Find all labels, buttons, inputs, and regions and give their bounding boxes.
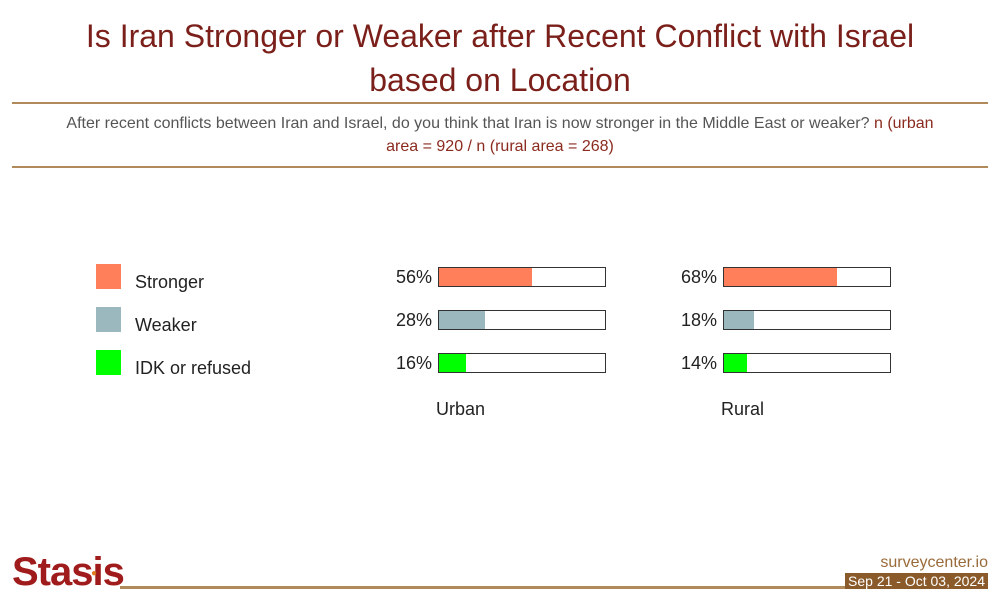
group-label: Rural xyxy=(721,399,765,419)
sample-size: n (urban area = 920 / n (rural area = 26… xyxy=(386,115,934,155)
legend-swatch xyxy=(96,307,121,332)
value-label: 16% xyxy=(395,353,432,373)
legend-label: IDK or refused xyxy=(135,358,252,378)
chart-title: Is Iran Stronger or Weaker after Recent … xyxy=(85,18,915,98)
bar-row: 14% xyxy=(655,353,895,373)
bar-row: 16% xyxy=(370,353,610,373)
subtitle-divider xyxy=(12,166,988,168)
bar-row: 56% xyxy=(370,267,610,287)
bar-row: 68% xyxy=(655,267,895,287)
bar xyxy=(439,354,466,372)
bar xyxy=(439,268,532,286)
value-label: 68% xyxy=(680,267,717,287)
bar-track xyxy=(438,353,606,373)
stasis-logo: Stasis ● xyxy=(12,550,125,594)
bar-track xyxy=(438,267,606,287)
legend-label: Stronger xyxy=(135,272,205,292)
legend-label: Weaker xyxy=(135,315,197,335)
value-label: 14% xyxy=(680,353,717,373)
legend-swatch xyxy=(96,264,121,289)
bar-track xyxy=(723,310,891,330)
logo-dot-icon: ● xyxy=(91,568,97,579)
value-label: 28% xyxy=(395,310,432,330)
footer-divider xyxy=(120,586,988,589)
legend-swatch xyxy=(96,350,121,375)
question: After recent conflicts between Iran and … xyxy=(66,115,870,132)
value-label: 18% xyxy=(680,310,717,330)
bar-row: 18% xyxy=(655,310,895,330)
bar-group-rural: 68% 18% 14% Rural xyxy=(655,267,895,427)
bar-group-urban: 56% 28% 16% Urban xyxy=(370,267,610,427)
bar-row: 28% xyxy=(370,310,610,330)
bar-track xyxy=(723,353,891,373)
bar xyxy=(724,268,837,286)
bar-track xyxy=(723,267,891,287)
value-label: 56% xyxy=(395,267,432,287)
title-divider xyxy=(12,102,988,104)
question-text: After recent conflicts between Iran and … xyxy=(60,112,940,158)
bar xyxy=(724,354,748,372)
group-label: Urban xyxy=(436,399,486,419)
footer-site: surveycenter.io xyxy=(880,554,988,571)
bar xyxy=(724,311,754,329)
bar xyxy=(439,311,486,329)
bar-track xyxy=(438,310,606,330)
footer-date-range: Sep 21 - Oct 03, 2024 xyxy=(845,573,988,589)
logo-text: Stasis xyxy=(12,550,125,594)
